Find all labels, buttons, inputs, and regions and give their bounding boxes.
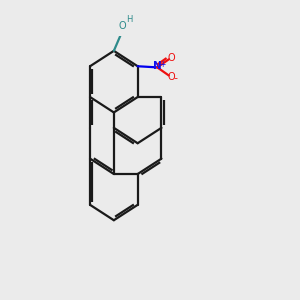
Text: H: H xyxy=(126,15,133,24)
Text: O: O xyxy=(168,72,176,82)
Text: -: - xyxy=(174,73,178,83)
Text: O: O xyxy=(168,53,176,63)
Text: +: + xyxy=(159,60,166,69)
Text: O: O xyxy=(118,21,126,31)
Text: N: N xyxy=(153,61,162,70)
